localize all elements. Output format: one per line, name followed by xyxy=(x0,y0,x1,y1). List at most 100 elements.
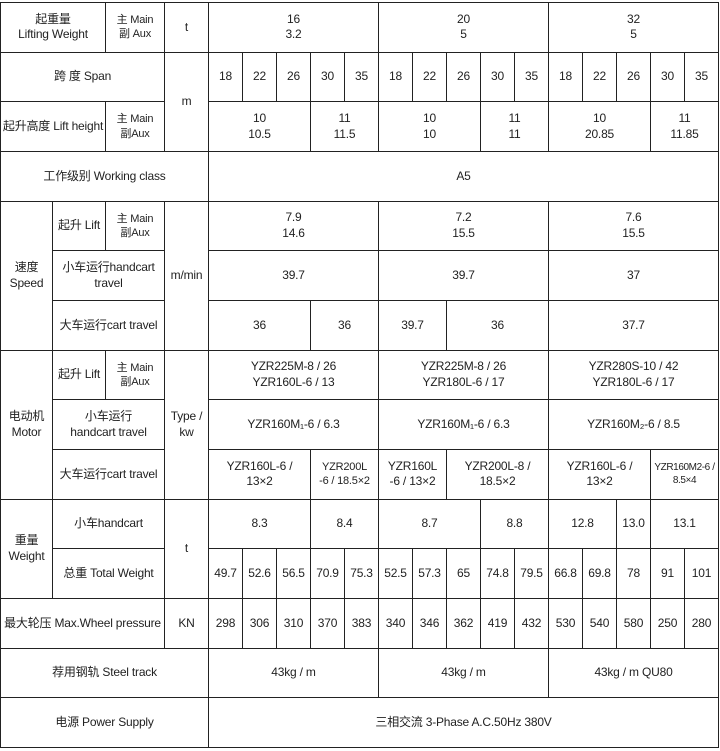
working-class-cell: A5 xyxy=(209,152,719,202)
total-weight-cell: 69.8 xyxy=(583,549,617,599)
speed-lift-cell: 7.9 14.6 xyxy=(209,201,379,252)
lift-height-cell: 10 10.5 xyxy=(209,102,311,152)
max-wheel-pressure-cell: 298 xyxy=(209,599,243,649)
total-weight-cell: 52.5 xyxy=(379,549,413,599)
unit-m: m xyxy=(165,52,209,152)
speed-cart-cell: 37.7 xyxy=(549,301,719,351)
main-aux-label: 主 Main 副Aux xyxy=(106,350,165,401)
lifting-weight-cell: 16 3.2 xyxy=(209,3,379,53)
motor-handcart-cell: YZR160M₁-6 / 6.3 xyxy=(379,400,549,450)
main-aux-label: 主 Main 副Aux xyxy=(106,102,165,152)
main-aux-label: 主 Main 副Aux xyxy=(106,201,165,252)
weight-handcart-cell: 8.7 xyxy=(379,499,481,550)
max-wheel-pressure-cell: 310 xyxy=(277,599,311,649)
motor-cart-cell: YZR200L-8 / 18.5×2 xyxy=(447,450,549,500)
motor-handcart-cell: YZR160M₂-6 / 8.5 xyxy=(549,400,719,450)
speed-cart-cell: 39.7 xyxy=(379,301,447,351)
motor-lift-cell: YZR280S-10 / 42 YZR180L-6 / 17 xyxy=(549,350,719,401)
span-cell: 26 xyxy=(447,52,481,103)
speed-cart-cell: 36 xyxy=(311,301,379,351)
span-cell: 30 xyxy=(311,52,345,103)
span-cell: 18 xyxy=(549,52,583,103)
main-aux-label: 主 Main 副 Aux xyxy=(106,3,165,53)
weight-handcart-cell: 8.4 xyxy=(311,499,379,550)
weight-handcart-cell: 12.8 xyxy=(549,499,617,550)
span-cell: 22 xyxy=(583,52,617,103)
speed-cart-cell: 36 xyxy=(209,301,311,351)
motor-cart-label: 大车运行cart travel xyxy=(53,450,165,500)
speed-lift-cell: 7.6 15.5 xyxy=(549,201,719,252)
total-weight-cell: 79.5 xyxy=(515,549,549,599)
max-wheel-pressure-cell: 580 xyxy=(617,599,651,649)
span-cell: 35 xyxy=(345,52,379,103)
max-wheel-pressure-cell: 340 xyxy=(379,599,413,649)
steel-track-label: 荐用钢轨 Steel track xyxy=(1,648,209,699)
weight-label: 重量 Weight xyxy=(1,499,53,599)
motor-cart-cell: YZR160M2-6 / 8.5×4 xyxy=(651,450,719,500)
span-cell: 22 xyxy=(243,52,277,103)
lift-height-cell: 11 11.85 xyxy=(651,102,719,152)
total-weight-cell: 49.7 xyxy=(209,549,243,599)
steel-track-cell: 43kg / m xyxy=(209,648,379,699)
weight-handcart-cell: 8.3 xyxy=(209,499,311,550)
motor-cart-cell: YZR160L-6 / 13×2 xyxy=(209,450,311,500)
max-wheel-pressure-cell: 280 xyxy=(685,599,719,649)
span-cell: 26 xyxy=(277,52,311,103)
speed-cart-label: 大车运行cart travel xyxy=(53,301,165,351)
speed-cart-cell: 36 xyxy=(447,301,549,351)
total-weight-cell: 75.3 xyxy=(345,549,379,599)
max-wheel-pressure-cell: 362 xyxy=(447,599,481,649)
max-wheel-pressure-cell: 540 xyxy=(583,599,617,649)
lift-height-cell: 11 11.5 xyxy=(311,102,379,152)
total-weight-cell: 74.8 xyxy=(481,549,515,599)
speed-handcart-label: 小车运行handcart travel xyxy=(53,251,165,301)
motor-cart-cell: YZR160L -6 / 13×2 xyxy=(379,450,447,500)
power-supply-cell: 三相交流 3-Phase A.C.50Hz 380V xyxy=(209,698,719,748)
weight-handcart-cell: 13.0 xyxy=(617,499,651,550)
max-wheel-pressure-cell: 370 xyxy=(311,599,345,649)
max-wheel-pressure-cell: 432 xyxy=(515,599,549,649)
motor-lift-cell: YZR225M-8 / 26 YZR180L-6 / 17 xyxy=(379,350,549,401)
span-cell: 35 xyxy=(515,52,549,103)
span-cell: 30 xyxy=(651,52,685,103)
total-weight-cell: 78 xyxy=(617,549,651,599)
speed-label: 速度 Speed xyxy=(1,201,53,351)
total-weight-label: 总重 Total Weight xyxy=(53,549,165,599)
motor-cart-cell: YZR200L -6 / 18.5×2 xyxy=(311,450,379,500)
total-weight-cell: 70.9 xyxy=(311,549,345,599)
motor-handcart-label: 小车运行 handcart travel xyxy=(53,400,165,450)
working-class-label: 工作级别 Working class xyxy=(1,152,209,202)
unit-m-min: m/min xyxy=(165,201,209,351)
total-weight-cell: 57.3 xyxy=(413,549,447,599)
weight-handcart-cell: 13.1 xyxy=(651,499,719,550)
motor-lift-cell: YZR225M-8 / 26 YZR160L-6 / 13 xyxy=(209,350,379,401)
total-weight-cell: 66.8 xyxy=(549,549,583,599)
unit-kn: KN xyxy=(165,599,209,649)
lift-height-cell: 11 11 xyxy=(481,102,549,152)
total-weight-cell: 52.6 xyxy=(243,549,277,599)
max-wheel-pressure-cell: 346 xyxy=(413,599,447,649)
total-weight-cell: 65 xyxy=(447,549,481,599)
total-weight-cell: 91 xyxy=(651,549,685,599)
unit-t: t xyxy=(165,499,209,599)
steel-track-cell: 43kg / m xyxy=(379,648,549,699)
speed-handcart-cell: 39.7 xyxy=(209,251,379,301)
steel-track-cell: 43kg / m QU80 xyxy=(549,648,719,699)
total-weight-cell: 56.5 xyxy=(277,549,311,599)
span-cell: 18 xyxy=(209,52,243,103)
max-wheel-pressure-cell: 383 xyxy=(345,599,379,649)
speed-lift-cell: 7.2 15.5 xyxy=(379,201,549,252)
speed-handcart-cell: 37 xyxy=(549,251,719,301)
weight-handcart-cell: 8.8 xyxy=(481,499,549,550)
max-wheel-pressure-label: 最大轮压 Max.Wheel pressure xyxy=(1,599,165,649)
speed-handcart-cell: 39.7 xyxy=(379,251,549,301)
motor-cart-cell: YZR160L-6 / 13×2 xyxy=(549,450,651,500)
handcart-weight-label: 小车handcart xyxy=(53,499,165,550)
power-supply-label: 电源 Power Supply xyxy=(1,698,209,748)
unit-t: t xyxy=(165,3,209,53)
lift-height-cell: 10 10 xyxy=(379,102,481,152)
max-wheel-pressure-cell: 530 xyxy=(549,599,583,649)
unit-type-kw: Type / kw xyxy=(165,350,209,500)
lifting-weight-cell: 20 5 xyxy=(379,3,549,53)
